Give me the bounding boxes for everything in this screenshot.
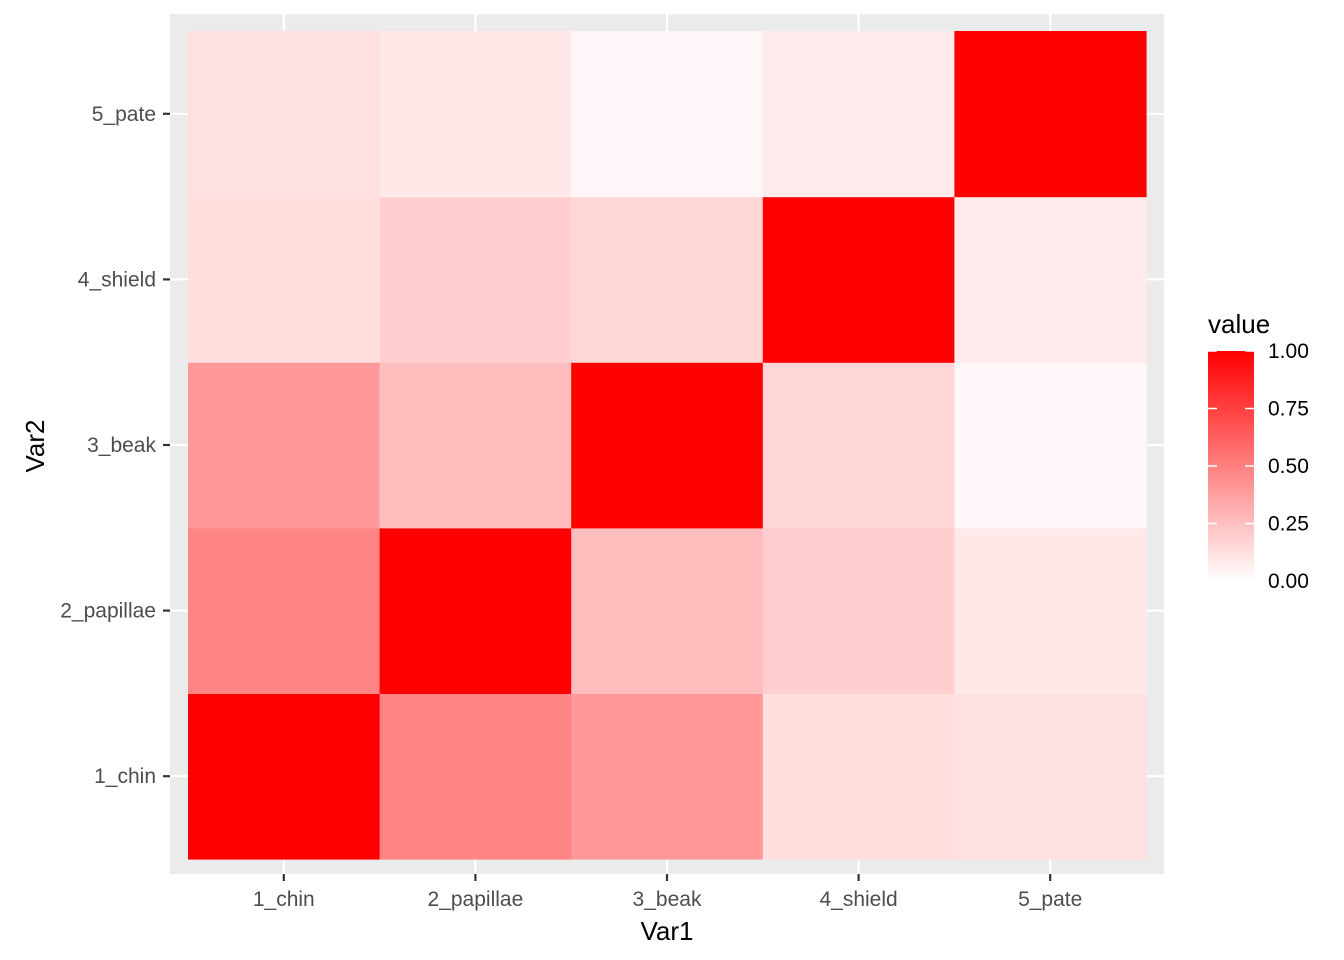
x-axis-ticks: 1_chin 2_papillae 3_beak 4_shield 5_pate [253, 874, 1082, 911]
heatmap-cell-3_beak-3_beak [571, 362, 764, 529]
heatmap-cell-1_chin-1_chin [188, 693, 381, 860]
heatmap-cell-5_pate-4_shield [954, 196, 1147, 363]
legend-tick-label: 0.50 [1268, 455, 1309, 478]
heatmap-cell-1_chin-4_shield [188, 196, 381, 363]
heatmap-cell-2_papillae-1_chin [379, 693, 572, 860]
heatmap-cell-1_chin-3_beak [188, 362, 381, 529]
heatmap-cell-2_papillae-3_beak [379, 362, 572, 529]
y-tick-label: 2_papillae [60, 600, 156, 623]
y-axis-ticks: 1_chin 2_papillae 3_beak 4_shield 5_pate [60, 103, 170, 788]
heatmap-cell-3_beak-1_chin [571, 693, 764, 860]
heatmap-cell-1_chin-2_papillae [188, 527, 381, 694]
legend-tick-label: 0.75 [1268, 398, 1309, 421]
heatmap-cell-3_beak-5_pate [571, 31, 764, 198]
y-axis-title: Var2 [20, 420, 50, 473]
heatmap-cell-2_papillae-5_pate [379, 31, 572, 198]
x-tick-label: 1_chin [253, 888, 315, 911]
heatmap-cell-5_pate-1_chin [954, 693, 1147, 860]
y-tick-label: 1_chin [94, 765, 156, 788]
heatmap-cell-4_shield-1_chin [762, 693, 955, 860]
legend-tick-label: 0.25 [1268, 513, 1309, 536]
heatmap-cell-4_shield-4_shield [762, 196, 955, 363]
heatmap-cell-2_papillae-2_papillae [379, 527, 572, 694]
y-tick-label: 4_shield [78, 268, 156, 291]
legend-title: value [1208, 309, 1270, 339]
heatmap-cell-5_pate-5_pate [954, 31, 1147, 198]
legend-tick-label: 1.00 [1268, 340, 1309, 363]
x-tick-label: 3_beak [633, 888, 702, 911]
heatmap-cell-5_pate-2_papillae [954, 527, 1147, 694]
x-tick-label: 4_shield [819, 888, 897, 911]
y-tick-label: 5_pate [92, 103, 156, 126]
x-axis-title: Var1 [641, 916, 694, 946]
heatmap-cell-4_shield-5_pate [762, 31, 955, 198]
heatmap-cell-3_beak-2_papillae [571, 527, 764, 694]
color-legend: value 0.00 0.25 0.50 0.75 1.00 [1208, 309, 1309, 593]
heatmap-cell-1_chin-5_pate [188, 31, 381, 198]
heatmap-cells [188, 31, 1147, 860]
legend-ticks: 0.00 0.25 0.50 0.75 1.00 [1208, 340, 1309, 593]
heatmap-cell-5_pate-3_beak [954, 362, 1147, 529]
heatmap-cell-4_shield-2_papillae [762, 527, 955, 694]
x-tick-label: 5_pate [1018, 888, 1082, 911]
x-tick-label: 2_papillae [428, 888, 524, 911]
heatmap-cell-3_beak-4_shield [571, 196, 764, 363]
heatmap-cell-4_shield-3_beak [762, 362, 955, 529]
legend-tick-label: 0.00 [1268, 570, 1309, 593]
heatmap-cell-2_papillae-4_shield [379, 196, 572, 363]
y-tick-label: 3_beak [87, 434, 156, 457]
